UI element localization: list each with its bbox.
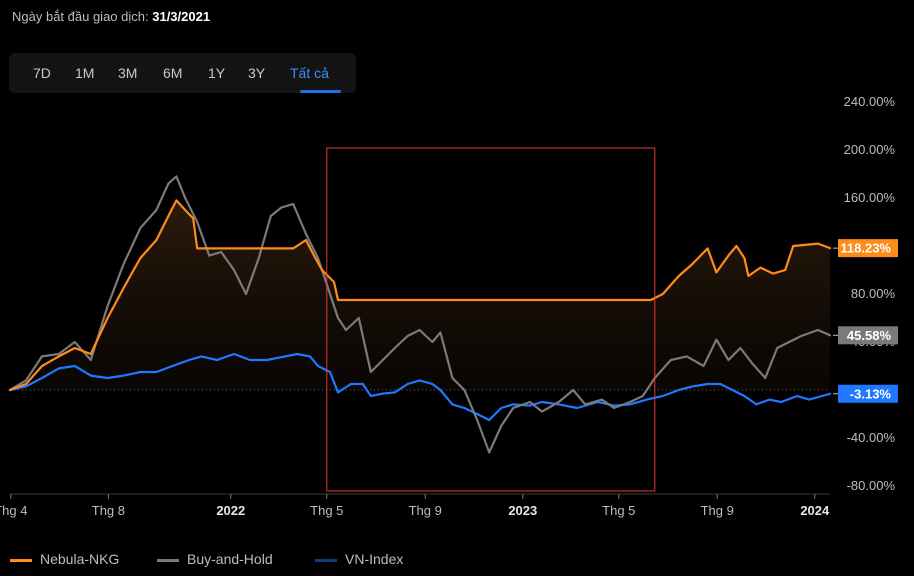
vn-index-value-badge-text: -3.13% [850,386,892,401]
legend-buyhold-swatch [157,558,179,562]
tab-3y[interactable]: 3Y [248,65,266,81]
x-tick-label: 2022 [216,503,245,518]
x-tick-label: Thg 4 [0,503,27,518]
nebula-value-badge-text: 118.23% [840,241,891,256]
legend-nebula-label: Nebula-NKG [40,551,120,567]
y-tick-label: 200.00% [844,142,896,157]
x-tick-label: Thg 5 [310,503,343,518]
buy-and-hold-value-badge-text: 45.58% [847,328,892,343]
start-date-label: Ngày bắt đầu giao dịch: [12,9,149,24]
tab-1y[interactable]: 1Y [208,65,226,81]
legend-vnindex-label: VN-Index [345,551,404,567]
nebula-line [8,199,832,392]
x-tick-label: 2023 [508,503,537,518]
x-tick-label: 2024 [800,503,830,518]
active-tab-underline [300,90,341,93]
legend-vnindex-swatch [315,558,337,562]
highlight-box [326,147,656,492]
nebula-area-fill [10,200,830,390]
tab-all[interactable]: Tất cả [290,65,329,81]
tab-1m[interactable]: 1M [75,65,95,81]
start-date-line: Ngày bắt đầu giao dịch: 31/3/2021 [12,9,210,24]
range-tabs: 7D 1M 3M 6M 1Y 3Y Tất cả [9,53,356,93]
y-tick-label: -80.00% [847,478,896,493]
y-tick-label: 80.00% [851,286,896,301]
legend-nebula-swatch [10,558,32,562]
tab-6m[interactable]: 6M [163,65,183,81]
nebula-value-badge [838,239,898,258]
legend-vnindex[interactable]: VN-Index [315,551,403,567]
tab-3m[interactable]: 3M [118,65,138,81]
legend-buyhold-label: Buy-and-Hold [187,551,273,567]
buy-and-hold-value-badge [838,326,898,345]
y-tick-label: -40.00% [847,430,896,445]
y-tick-label: 160.00% [844,190,896,205]
legend-buyhold[interactable]: Buy-and-Hold [157,551,273,567]
legend-nebula[interactable]: Nebula-NKG [10,551,119,567]
vn-index-line [8,352,832,422]
start-date-value: 31/3/2021 [152,9,211,24]
x-tick-label: Thg 5 [602,503,635,518]
y-tick-label: 240.00% [844,94,896,109]
x-tick-label: Thg 9 [409,503,442,518]
x-tick-label: Thg 9 [701,503,734,518]
vn-index-value-badge [838,384,898,403]
x-tick-label: Thg 8 [92,503,125,518]
buy-and-hold-line [8,175,832,454]
tab-7d[interactable]: 7D [33,65,51,81]
